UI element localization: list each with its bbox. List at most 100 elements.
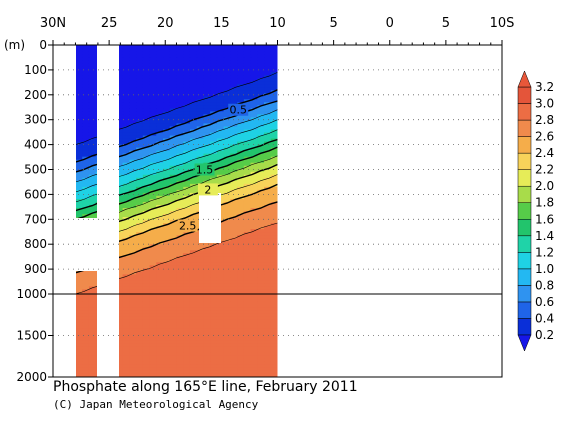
field-cell: [88, 331, 97, 336]
field-cell: [237, 373, 245, 377]
field-cell: [257, 186, 265, 191]
field-cell: [149, 150, 157, 155]
field-cell: [257, 271, 265, 275]
field-cell: [82, 295, 90, 300]
field-cell: [270, 250, 279, 254]
field-cell: [129, 57, 137, 61]
field-cell: [176, 253, 184, 257]
field-cell: [230, 286, 238, 291]
field-cell: [223, 72, 231, 76]
field-cell: [176, 271, 184, 275]
field-cell: [203, 358, 211, 363]
field-cell: [196, 48, 205, 52]
field-cell: [257, 99, 265, 103]
field-cell: [243, 337, 252, 342]
field-cell: [216, 358, 225, 363]
field-cell: [76, 189, 83, 194]
field-cell: [115, 189, 124, 194]
field-cell: [169, 108, 178, 112]
field-cell: [142, 373, 151, 377]
field-cell: [76, 373, 83, 377]
field-cell: [156, 280, 164, 285]
field-cell: [163, 198, 171, 203]
field-cell: [176, 57, 184, 61]
field-cell: [88, 72, 97, 76]
y-tick-label: 800: [24, 237, 47, 251]
field-cell: [163, 66, 171, 70]
field-cell: [169, 48, 178, 52]
field-cell: [210, 69, 218, 73]
field-cell: [122, 265, 130, 269]
field-cell: [243, 304, 252, 309]
field-cell: [223, 262, 231, 266]
field-cell: [264, 48, 272, 52]
field-cell: [270, 192, 279, 197]
field-cell: [270, 207, 279, 212]
field-cell: [189, 120, 198, 125]
field-cell: [149, 111, 157, 116]
field-cell: [210, 153, 218, 158]
field-cell: [237, 253, 245, 257]
field-cell: [183, 198, 191, 203]
field-cell: [149, 295, 157, 300]
field-cell: [122, 78, 130, 82]
field-cell: [156, 364, 164, 369]
field-cell: [122, 96, 130, 100]
field-cell: [163, 174, 171, 179]
field-cell: [243, 204, 252, 209]
field-cell: [163, 126, 171, 131]
field-cell: [237, 186, 245, 191]
field-cell: [203, 331, 211, 336]
field-cell: [76, 301, 83, 306]
field-cell: [76, 180, 83, 185]
field-cell: [223, 144, 231, 149]
field-cell: [122, 286, 130, 291]
field-cell: [142, 250, 151, 254]
field-cell: [183, 117, 191, 122]
field-cell: [142, 144, 151, 149]
field-cell: [257, 337, 265, 342]
field-cell: [183, 204, 191, 209]
field-cell: [142, 331, 151, 336]
field-cell: [223, 48, 231, 52]
field-cell: [176, 259, 184, 263]
field-cell: [230, 277, 238, 282]
field-cell: [88, 289, 97, 294]
field-cell: [88, 367, 97, 372]
field-cell: [250, 220, 258, 224]
field-cell: [149, 78, 157, 82]
field-cell: [189, 84, 198, 88]
field-cell: [176, 298, 184, 303]
field-cell: [122, 108, 130, 112]
field-cell: [183, 262, 191, 266]
field-cell: [237, 364, 245, 369]
field-cell: [250, 192, 258, 197]
field-cell: [88, 352, 97, 357]
field-cell: [163, 180, 171, 185]
field-cell: [189, 201, 198, 206]
field-cell: [149, 328, 157, 333]
field-cell: [136, 283, 144, 288]
field-cell: [115, 358, 124, 363]
field-cell: [237, 319, 245, 324]
field-cell: [122, 180, 130, 185]
field-cell: [142, 349, 151, 354]
field-cell: [142, 171, 151, 176]
field-cell: [149, 322, 157, 327]
field-cell: [243, 211, 252, 215]
field-cell: [142, 271, 151, 275]
field-cell: [250, 120, 258, 125]
field-cell: [156, 358, 164, 363]
field-cell: [122, 177, 130, 182]
field-cell: [169, 328, 178, 333]
field-cell: [210, 346, 218, 351]
field-cell: [270, 256, 279, 260]
field-cell: [183, 156, 191, 161]
field-cell: [129, 165, 137, 170]
field-cell: [189, 316, 198, 321]
field-cell: [230, 60, 238, 64]
field-cell: [88, 159, 97, 164]
field-cell: [264, 195, 272, 200]
field-cell: [250, 268, 258, 272]
field-cell: [270, 211, 279, 215]
